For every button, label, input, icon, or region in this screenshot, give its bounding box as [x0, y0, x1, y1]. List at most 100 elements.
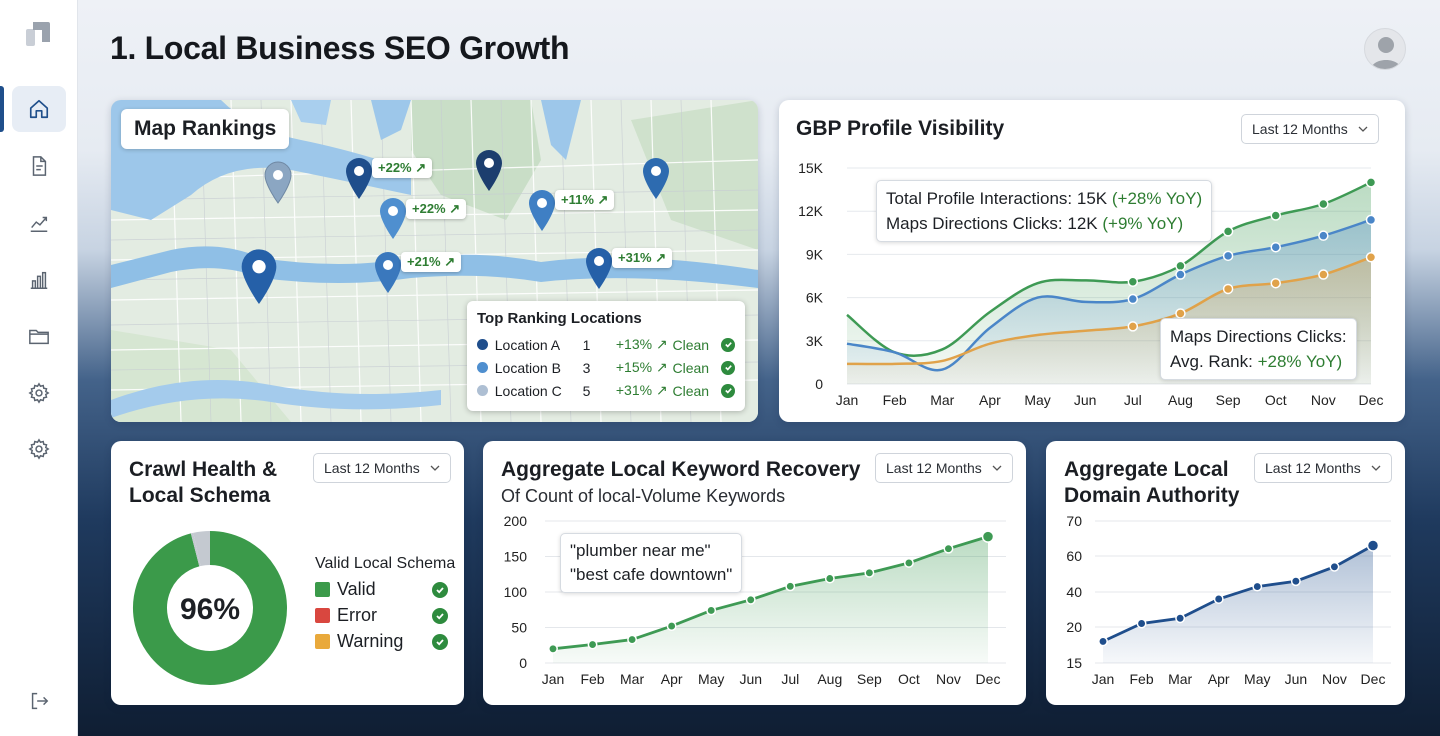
map-title: Map Rankings [121, 109, 290, 149]
nav-preferences[interactable] [12, 426, 66, 472]
x-tick-label: Apr [979, 392, 1001, 408]
data-point [1365, 214, 1377, 226]
data-point [943, 543, 954, 554]
x-tick-label: Jun [1285, 671, 1308, 687]
y-tick-label: 60 [1066, 548, 1082, 564]
x-tick-label: Feb [580, 671, 604, 687]
location-row[interactable]: Location B 3 +15% ↗ Clean [477, 356, 735, 379]
donut-slice [193, 531, 211, 567]
x-tick-label: Dec [976, 671, 1001, 687]
map-pin-icon[interactable] [527, 188, 557, 232]
data-point [1290, 576, 1301, 587]
domain-authority-chart: 15 20 40 60 70 Jan Feb Mar Apr May Jun Nov Dec [1066, 513, 1391, 687]
data-point [864, 567, 875, 578]
y-tick-label: 20 [1066, 619, 1082, 635]
map-pin-icon[interactable] [474, 148, 504, 192]
pin-change-label: +31% ↗ [612, 248, 673, 268]
top-ranking-title: Top Ranking Locations [477, 310, 642, 327]
nav-files[interactable] [12, 313, 66, 359]
user-avatar-icon [1371, 37, 1401, 69]
y-tick-label: 50 [511, 620, 527, 636]
data-point [1175, 308, 1186, 319]
x-tick-label: Sep [1216, 392, 1241, 408]
y-tick-label: 12K [798, 203, 824, 219]
y-tick-label: 70 [1066, 513, 1082, 529]
gbp-annotation-rank: Maps Directions Clicks: Avg. Rank: +28% … [1160, 318, 1357, 380]
data-point [1127, 293, 1139, 305]
legend-label: Warning [337, 631, 404, 651]
legend-item: Error [315, 605, 448, 626]
location-change: +13% ↗ [615, 336, 668, 352]
chevron-down-icon [1358, 126, 1368, 132]
nav-home[interactable] [12, 86, 66, 132]
nav-analytics[interactable] [12, 257, 66, 303]
keyword-recovery-card: Aggregate Local Keyword Recovery Of Coun… [483, 441, 1026, 705]
data-point [548, 643, 558, 654]
map-pin-icon[interactable] [584, 246, 614, 290]
page-title: 1. Local Business SEO Growth [110, 30, 570, 66]
location-change: +15% ↗ [615, 359, 668, 375]
location-status: Clean [672, 382, 710, 399]
data-point [587, 639, 598, 650]
location-color-dot [477, 339, 488, 350]
keyword-area-chart: 0 50 100 150 200 Jan Feb Mar Apr May Jun Jul Aug Sep O… [504, 513, 1006, 687]
data-point [1366, 539, 1380, 552]
donut-center-label: 96% [180, 593, 240, 626]
nav-trends[interactable] [12, 200, 66, 246]
crawl-range-dropdown[interactable]: Last 12 Months [313, 453, 451, 483]
x-tick-label: Nov [1311, 392, 1336, 408]
x-tick-label: Jun [739, 671, 762, 687]
gbp-annotation-totals: Total Profile Interactions: 15K (+28% Yo… [876, 180, 1213, 242]
nav-settings[interactable] [12, 370, 66, 416]
x-tick-label: Mar [930, 392, 954, 408]
map-pin-icon[interactable] [263, 160, 293, 204]
gbp-range-dropdown[interactable]: Last 12 Months [1241, 114, 1379, 144]
map-pin-icon[interactable] [239, 246, 279, 306]
data-point [1175, 613, 1186, 624]
sidebar [0, 0, 78, 736]
x-tick-label: Aug [817, 671, 842, 687]
check-icon [721, 360, 735, 375]
check-icon [721, 337, 735, 352]
keyword-title: Aggregate Local Keyword Recovery [501, 458, 861, 481]
check-icon [432, 607, 448, 624]
data-point [1329, 561, 1340, 572]
data-point [1098, 636, 1108, 647]
x-tick-label: May [698, 671, 724, 687]
x-tick-label: Jul [1124, 392, 1142, 408]
nav-documents[interactable] [12, 143, 66, 189]
x-tick-label: Jun [1074, 392, 1097, 408]
series-line [1102, 544, 1374, 643]
map-pin-icon[interactable] [378, 196, 408, 240]
y-tick-label: 15K [798, 160, 824, 176]
pin-change-label: +21% ↗ [401, 252, 462, 272]
map-pin-icon[interactable] [373, 250, 403, 294]
data-point [627, 634, 638, 645]
location-name: Location B [494, 359, 561, 376]
data-point [1175, 260, 1186, 272]
data-point [1270, 210, 1281, 221]
map-pin-icon[interactable] [641, 156, 671, 200]
map-rankings-card: Map Rankings +22% ↗ +22% ↗ +11% ↗ +21% ↗… [111, 100, 758, 422]
map-pin-icon[interactable] [344, 156, 374, 200]
y-tick-label: 200 [504, 513, 528, 529]
data-point [824, 573, 835, 584]
series-area [553, 536, 988, 663]
x-tick-label: Apr [661, 671, 683, 687]
domain-range-dropdown[interactable]: Last 12 Months [1254, 453, 1392, 483]
location-row[interactable]: Location C 5 +31% ↗ Clean [477, 379, 735, 402]
data-point [1222, 250, 1234, 262]
y-tick-label: 100 [504, 584, 528, 600]
data-point [1318, 230, 1329, 241]
donut-slice [133, 531, 287, 685]
data-point [1365, 252, 1377, 263]
x-tick-label: Jan [836, 392, 859, 408]
keyword-range-dropdown[interactable]: Last 12 Months [875, 453, 1013, 483]
gbp-title: GBP Profile Visibility [796, 117, 1005, 140]
nav-logout[interactable] [12, 678, 66, 724]
location-row[interactable]: Location A 1 +13% ↗ Clean [477, 333, 735, 356]
x-tick-label: Nov [1322, 671, 1347, 687]
schema-donut-chart: 96% [133, 531, 287, 685]
legend-swatch [315, 608, 330, 623]
avatar[interactable] [1364, 28, 1406, 70]
